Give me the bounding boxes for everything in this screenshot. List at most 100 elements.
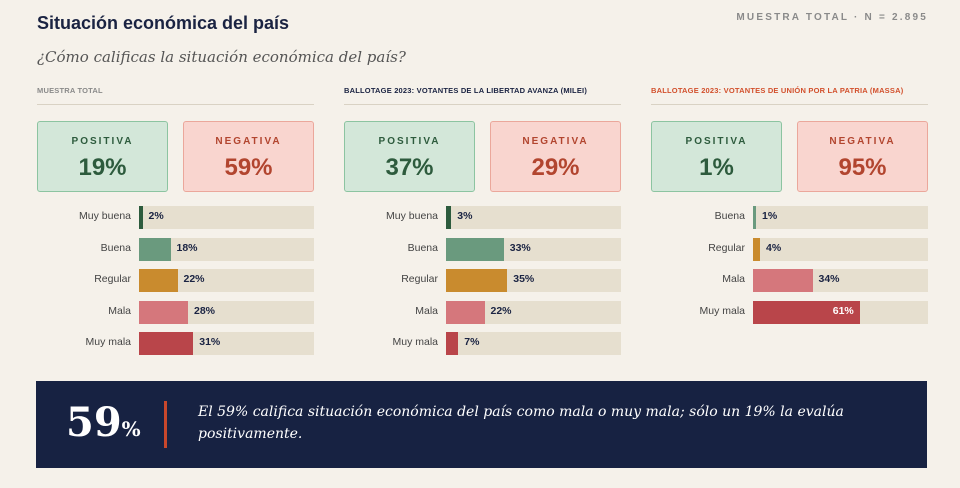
panel-milei: BALLOTAGE 2023: VOTANTES DE LA LIBERTAD … <box>344 86 621 355</box>
bar-track: 18% <box>139 237 314 261</box>
bar-row: Buena 33% <box>344 237 621 261</box>
bar-track: 2% <box>139 206 314 229</box>
negative-card-label: NEGATIVA <box>215 136 282 147</box>
bar <box>753 206 756 229</box>
highlight-footer: 59% El 59% califica situación económica … <box>36 381 927 468</box>
positive-card-label: POSITIVA <box>378 136 441 147</box>
summary-cards: POSITIVA 1% NEGATIVA 95% <box>651 121 928 192</box>
positive-card: POSITIVA 19% <box>37 121 168 192</box>
bar-category-label: Muy mala <box>392 336 438 348</box>
positive-card-value: 1% <box>699 154 734 181</box>
bar-category-label: Mala <box>722 273 745 285</box>
bar-category-label: Mala <box>108 304 131 317</box>
bar-track: 28% <box>139 300 314 324</box>
bar-value-label: 22% <box>183 273 205 285</box>
bar-value-label: 28% <box>194 304 216 317</box>
bar-row: Muy mala 61% <box>651 300 928 324</box>
bar-row: Muy mala 7% <box>344 332 621 355</box>
positive-card: POSITIVA 1% <box>651 121 782 192</box>
footer-number: 59 <box>66 399 122 446</box>
bar-category-label: Buena <box>714 210 745 222</box>
bar-category-label: Buena <box>100 241 131 254</box>
bar-row: Mala 28% <box>37 300 314 324</box>
bar-category-label: Regular <box>94 273 131 285</box>
bar-value-label: 34% <box>818 273 840 285</box>
bar-row: Mala 22% <box>344 300 621 324</box>
bar <box>139 237 171 261</box>
negative-card-value: 59% <box>224 154 273 181</box>
bar-row: Muy mala 31% <box>37 332 314 355</box>
bar-track: 34% <box>753 269 928 292</box>
bar-category-label: Regular <box>708 241 745 254</box>
negative-card-label: NEGATIVA <box>522 136 589 147</box>
bar-value-label: 31% <box>199 336 221 348</box>
bar-row: Muy buena 2% <box>37 206 314 229</box>
bar-track: 4% <box>753 237 928 261</box>
bar-value-label: 22% <box>490 304 512 317</box>
bar-category-label: Regular <box>401 273 438 285</box>
page-subtitle: ¿Cómo calificas la situación económica d… <box>37 48 406 66</box>
bar-value-label: 33% <box>509 241 531 254</box>
bar <box>446 300 485 324</box>
bar <box>753 300 860 324</box>
bar-value-label: 7% <box>464 336 480 348</box>
bar <box>446 237 504 261</box>
footer-unit: % <box>121 417 141 441</box>
bar-track: 33% <box>446 237 621 261</box>
bar-track: 22% <box>139 269 314 292</box>
bar-row: Regular 35% <box>344 269 621 292</box>
panel-label: BALLOTAGE 2023: VOTANTES DE UNIÓN POR LA… <box>651 86 928 105</box>
sample-size-label: MUESTRA TOTAL · N = 2.895 <box>736 12 928 23</box>
bar-track: 35% <box>446 269 621 292</box>
bar-value-label: 18% <box>176 241 198 254</box>
negative-card-value: 29% <box>531 154 580 181</box>
bar-row: Regular 4% <box>651 237 928 261</box>
bar-track: 3% <box>446 206 621 229</box>
bar-value-label: 61% <box>832 304 854 317</box>
negative-card-label: NEGATIVA <box>829 136 896 147</box>
bar-value-label: 35% <box>513 273 535 285</box>
bar <box>139 206 143 229</box>
bar <box>753 237 760 261</box>
panel-label: BALLOTAGE 2023: VOTANTES DE LA LIBERTAD … <box>344 86 621 105</box>
bar-row: Regular 22% <box>37 269 314 292</box>
negative-card-value: 95% <box>838 154 887 181</box>
positive-card-label: POSITIVA <box>71 136 134 147</box>
bar-row: Buena 18% <box>37 237 314 261</box>
bar <box>446 332 459 355</box>
bar-value-label: 4% <box>766 241 782 254</box>
bar-value-label: 1% <box>762 210 778 222</box>
footer-divider <box>164 401 167 448</box>
bar <box>139 300 188 324</box>
bar-value-label: 2% <box>148 210 164 222</box>
bar <box>446 206 452 229</box>
bar-category-label: Mala <box>415 304 438 317</box>
footer-big-number: 59% <box>66 399 141 446</box>
panel-total: MUESTRA TOTAL POSITIVA 19% NEGATIVA 59% … <box>37 86 314 355</box>
positive-card-label: POSITIVA <box>685 136 748 147</box>
bar-track: 61% <box>753 300 928 324</box>
summary-cards: POSITIVA 19% NEGATIVA 59% <box>37 121 314 192</box>
negative-card: NEGATIVA 29% <box>490 121 621 192</box>
bar <box>139 332 194 355</box>
bar-category-label: Buena <box>407 241 438 254</box>
page-title: Situación económica del país <box>37 13 290 33</box>
bar-track: 7% <box>446 332 621 355</box>
positive-card-value: 19% <box>78 154 127 181</box>
bar-track: 1% <box>753 206 928 229</box>
bar-row: Muy buena 3% <box>344 206 621 229</box>
bar <box>753 269 813 292</box>
bar-value-label: 3% <box>457 210 473 222</box>
bar-track: 22% <box>446 300 621 324</box>
bar-row: Mala 34% <box>651 269 928 292</box>
bar <box>446 269 508 292</box>
bar-row: Buena 1% <box>651 206 928 229</box>
bar-category-label: Muy mala <box>699 304 745 317</box>
bar <box>139 269 178 292</box>
positive-card: POSITIVA 37% <box>344 121 475 192</box>
positive-card-value: 37% <box>385 154 434 181</box>
bar-category-label: Muy mala <box>85 336 131 348</box>
negative-card: NEGATIVA 95% <box>797 121 928 192</box>
panel-label: MUESTRA TOTAL <box>37 86 314 105</box>
panel-massa: BALLOTAGE 2023: VOTANTES DE UNIÓN POR LA… <box>651 86 928 324</box>
